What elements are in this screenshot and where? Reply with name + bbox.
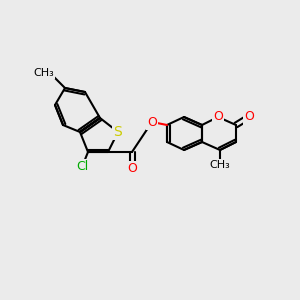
Text: S: S bbox=[114, 125, 122, 139]
Text: O: O bbox=[244, 110, 254, 124]
Text: Cl: Cl bbox=[76, 160, 88, 173]
Text: O: O bbox=[213, 110, 223, 124]
Text: CH₃: CH₃ bbox=[34, 68, 54, 78]
Text: CH₃: CH₃ bbox=[210, 160, 230, 170]
Text: O: O bbox=[147, 116, 157, 128]
Text: O: O bbox=[127, 163, 137, 176]
